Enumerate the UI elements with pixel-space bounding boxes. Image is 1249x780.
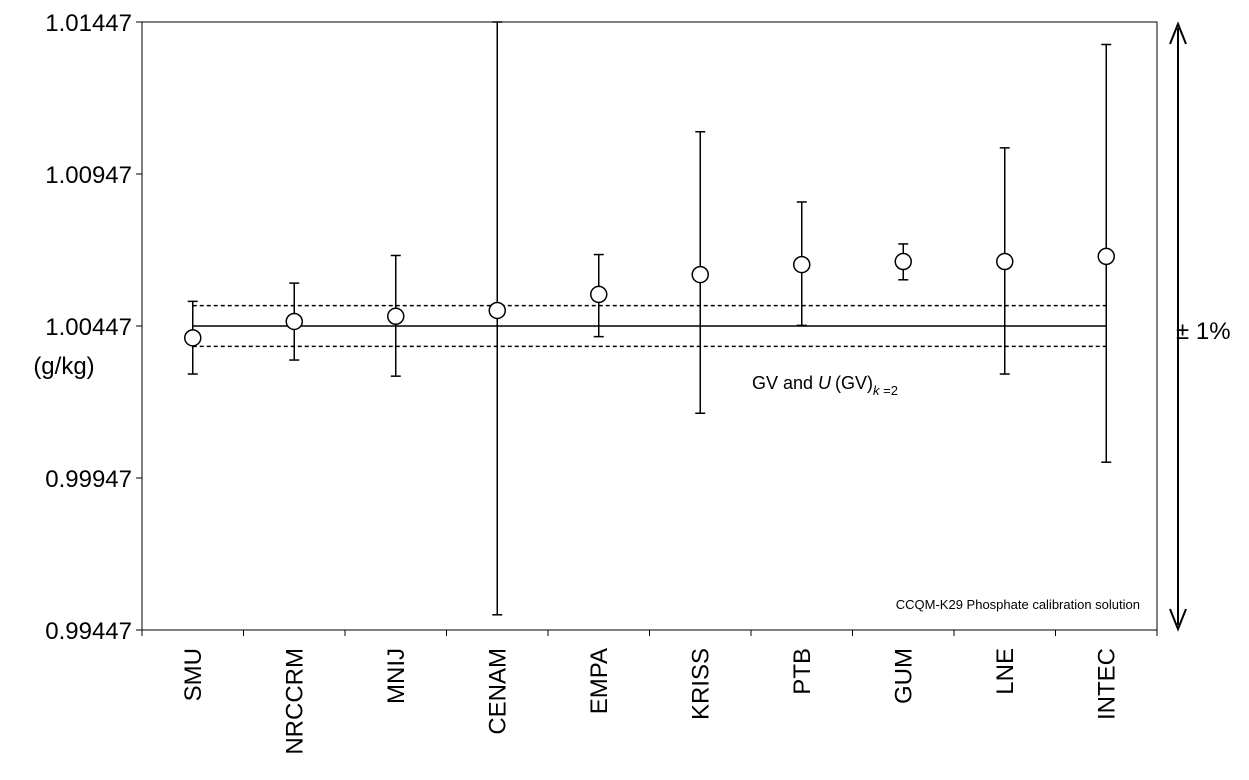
y-axis-label: (g/kg) [33,353,94,380]
x-tick-label: INTEC [1093,648,1120,720]
annotations: (g/kg) CCQM-K29 Phosphate calibration so… [33,21,1231,632]
data-point [793,255,811,274]
y-tick-label: 1.01447 [45,10,132,37]
x-tick-label: EMPA [586,648,613,714]
x-tick-label: KRISS [687,648,714,720]
data-point [996,252,1014,271]
y-tick-label: 0.99947 [45,466,132,493]
reference-label-u: U [818,373,832,393]
data-point [590,285,608,304]
y-axis: 1.01447 1.00947 1.00447 0.99947 0.99447 [45,10,142,645]
x-tick-label: SMU [180,648,207,701]
reference-label-prefix: GV and [752,373,818,393]
x-axis: SMU NRCCRM MNIJ CENAM EMPA KRISS PTB GUM LNE INTE… [141,630,1158,755]
y-tick-label: 0.99447 [45,618,132,645]
reference-label-gv: (GV) [835,373,873,393]
reference-label-sub-rest: =2 [880,383,898,398]
data-point [691,265,709,284]
chart-note: CCQM-K29 Phosphate calibration solution [896,597,1140,612]
data-point [1097,247,1115,266]
range-arrow-head-bottom [1169,608,1187,632]
data-point [184,329,202,347]
reference-label: GV and U (GV)k =2 [752,373,898,398]
x-tick-label: LNE [992,648,1019,695]
y-tick-label: 1.00447 [45,314,132,341]
x-tick-label: MNIJ [383,648,410,704]
range-annotation: ± 1% [1176,318,1231,345]
y-tick-label: 1.00947 [45,162,132,189]
x-tick-label: NRCCRM [281,648,308,755]
reference-label-sub: k [873,383,881,398]
range-arrow-head-top [1169,21,1187,45]
x-tick-label: GUM [890,648,917,704]
reference-value-group [192,304,1107,348]
data-point [285,312,303,331]
data-series [184,21,1115,616]
data-point [387,307,405,326]
x-tick-label: CENAM [484,648,511,735]
data-point [488,301,506,320]
data-point [894,252,912,271]
x-tick-label: PTB [789,648,816,695]
